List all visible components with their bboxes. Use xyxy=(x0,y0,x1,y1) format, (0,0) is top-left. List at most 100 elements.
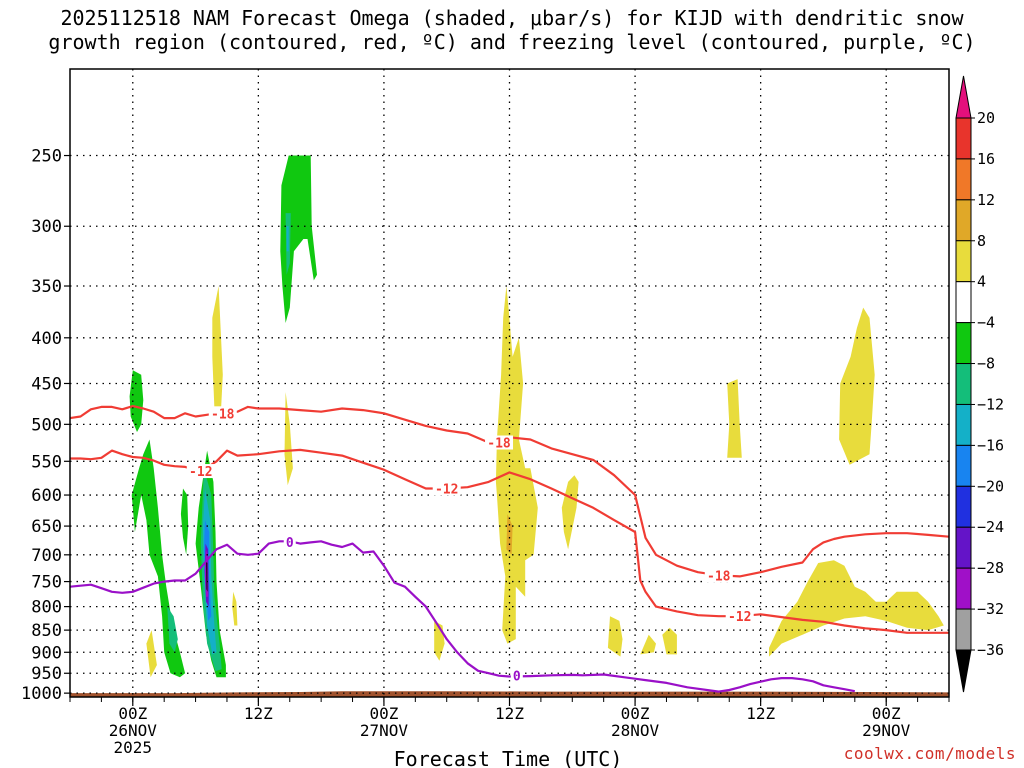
x-date-label-24: 27NOV xyxy=(360,721,409,740)
colorbar-label-6: −8 xyxy=(977,355,995,373)
x-date-label-48: 28NOV xyxy=(611,721,660,740)
dgz-minus12-label-0: -12 xyxy=(189,465,212,480)
dgz-minus12-label-bg-2 xyxy=(725,609,754,624)
y-tick-label-1000: 1000 xyxy=(21,684,62,704)
plot-area: -18 -18 -18 -12 -12 -12 0 0 xyxy=(70,69,949,697)
colorbar-bin-12 xyxy=(955,608,972,651)
yellow-ascent-0 xyxy=(146,630,157,678)
yellow-ascent-10 xyxy=(662,627,677,655)
y-tick-label-950: 950 xyxy=(31,664,62,684)
colorbar-bin-7 xyxy=(955,403,972,446)
y-tick-label-650: 650 xyxy=(31,517,62,537)
y-tick-label-750: 750 xyxy=(31,573,62,593)
dgz-minus18-label-0: -18 xyxy=(211,407,235,422)
chart-title-line-1: 2025112518 NAM Forecast Omega (shaded, μ… xyxy=(60,6,964,30)
yellow-ascent-12 xyxy=(769,560,944,657)
colorbar-bin-0 xyxy=(955,117,972,160)
x-year-label-0: 2025 xyxy=(114,738,153,757)
yellow-ascent-4 xyxy=(284,392,293,486)
dgz-minus18-label-bg-0 xyxy=(208,406,237,421)
x-tick-label-36: 12Z xyxy=(495,704,524,723)
freezing-level-0-label-bg-1 xyxy=(510,668,523,683)
dgz-minus18-label-bg-2 xyxy=(704,568,733,583)
y-tick-label-550: 550 xyxy=(31,452,62,472)
yellow-ascent-3 xyxy=(232,591,238,626)
colorbar-top-arrow xyxy=(955,75,972,119)
colorbar-label-5: −4 xyxy=(977,314,995,332)
y-tick-label-350: 350 xyxy=(31,277,62,297)
y-tick-label-250: 250 xyxy=(31,147,62,167)
x-tick-label-24: 00Z xyxy=(369,704,398,723)
colorbar-label-8: −16 xyxy=(977,436,1004,454)
colorbar-bin-9 xyxy=(955,485,972,528)
colorbar-bin-4 xyxy=(955,281,972,324)
yellow-ascent-13 xyxy=(839,307,875,465)
freezing-level-0-label-0: 0 xyxy=(286,536,294,551)
dgz-minus18-label-bg-1 xyxy=(485,435,514,450)
colorbar-label-11: −28 xyxy=(977,559,1004,577)
y-tick-label-300: 300 xyxy=(31,217,62,237)
colorbar-bin-10 xyxy=(955,526,972,569)
yellow-ascent-8 xyxy=(607,616,623,657)
colorbar: 20 16 12 8 4 −4 −8 −12 −16 −20 −24 −28 −32 −36 xyxy=(955,75,1004,693)
yellow-ascent-11 xyxy=(727,379,742,458)
dgz-minus18-line xyxy=(70,405,949,578)
colorbar-bin-6 xyxy=(955,363,972,405)
green-descent-2 xyxy=(180,488,189,555)
colorbar-label-10: −24 xyxy=(977,518,1004,536)
x-tick-label-12: 12Z xyxy=(244,704,273,723)
x-date-label-72: 29NOV xyxy=(862,721,911,740)
teal-descent-0 xyxy=(167,606,178,653)
freezing-level-0-line xyxy=(70,540,856,693)
colorbar-label-4: 4 xyxy=(977,273,986,291)
x-tick-label-48: 00Z xyxy=(621,704,650,723)
colorbar-bin-5 xyxy=(955,322,972,365)
colorbar-bin-2 xyxy=(955,199,972,242)
colorbar-label-13: −36 xyxy=(977,641,1004,659)
y-tick-label-400: 400 xyxy=(31,329,62,349)
colorbar-bin-8 xyxy=(955,444,972,487)
green-descent-0 xyxy=(129,370,144,432)
x-tick-label-72: 00Z xyxy=(872,704,901,723)
x-tick-label-0: 00Z xyxy=(118,704,147,723)
colorbar-label-12: −32 xyxy=(977,600,1004,618)
colorbar-label-2: 12 xyxy=(977,191,995,209)
y-tick-label-850: 850 xyxy=(31,621,62,641)
colorbar-bin-11 xyxy=(955,567,972,610)
orange-ascent xyxy=(506,514,513,555)
y-tick-label-600: 600 xyxy=(31,486,62,506)
colorbar-label-7: −12 xyxy=(977,395,1004,413)
colorbar-label-1: 16 xyxy=(977,150,995,168)
dgz-minus12-label-bg-0 xyxy=(186,464,215,479)
freezing-level-0-label-1: 0 xyxy=(513,670,521,685)
green-descent-1 xyxy=(131,439,186,678)
yellow-ascent-7 xyxy=(561,475,579,550)
dgz-minus12-label-1: -12 xyxy=(435,483,458,498)
colorbar-label-3: 8 xyxy=(977,232,986,250)
y-tick-label-500: 500 xyxy=(31,415,62,435)
yellow-ascent-6 xyxy=(495,286,538,644)
colorbar-bottom-arrow xyxy=(955,649,972,693)
y-tick-label-450: 450 xyxy=(31,374,62,394)
y-tick-label-800: 800 xyxy=(31,598,62,618)
x-date-label-0: 26NOV xyxy=(109,721,158,740)
dgz-minus18-label-2: -18 xyxy=(707,569,731,584)
yellow-ascent-1 xyxy=(212,286,223,417)
dgz-minus12-label-bg-1 xyxy=(432,481,461,496)
green-descent-4 xyxy=(280,155,317,323)
dgz-minus12-label-2: -12 xyxy=(728,610,751,625)
dgz-minus18-label-1: -18 xyxy=(487,437,511,452)
colorbar-label-0: 20 xyxy=(977,109,995,127)
colorbar-bin-3 xyxy=(955,240,972,283)
x-tick-label-60: 12Z xyxy=(746,704,775,723)
plot-inner: -18 -18 -18 -12 -12 -12 0 0 xyxy=(70,69,949,697)
cyan-descent-1 xyxy=(286,226,289,252)
chart-title-line-2: growth region (contoured, red, ºC) and f… xyxy=(48,30,976,54)
axes: 2503003504004505005506006507007508008509… xyxy=(21,68,950,757)
y-tick-label-900: 900 xyxy=(31,643,62,663)
colorbar-label-9: −20 xyxy=(977,477,1004,495)
strong-descent-core xyxy=(206,560,208,592)
colorbar-bin-1 xyxy=(955,158,972,201)
site-credit: coolwx.com/models xyxy=(843,744,1016,763)
